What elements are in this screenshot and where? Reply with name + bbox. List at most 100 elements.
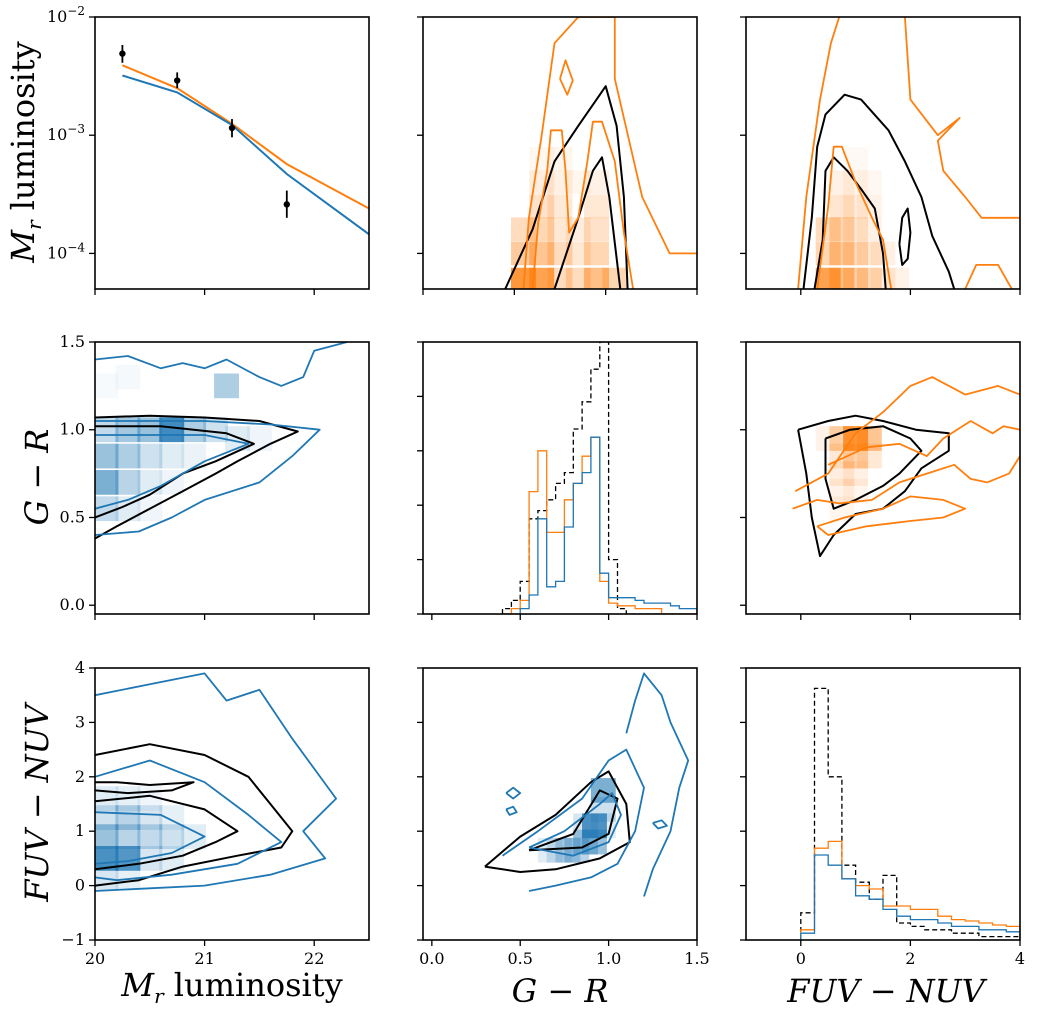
- y-tick-label: 0.5: [60, 507, 85, 526]
- ylabel-mr-main: M: [4, 229, 42, 264]
- panel-gr_vs_fuv: 0.0 0.5 1.0 1.5: [417, 667, 710, 968]
- heatmap-cell: [115, 824, 141, 850]
- contour-black: [528, 789, 619, 852]
- contour-orange: [797, 17, 841, 289]
- y-tick-label: 0: [75, 876, 85, 895]
- panel-lf_vs_fuv: −1 0 1 2 3 4 20 21 22: [61, 658, 370, 968]
- x-tick-label: 0: [796, 949, 806, 968]
- heatmap-cell: [529, 267, 555, 289]
- axes-frame: [745, 16, 1021, 290]
- axes-frame: [422, 341, 698, 615]
- panel-fuv_hist: 0 2 4: [740, 667, 1025, 968]
- plot-area-lf_vs_fuv: [95, 672, 337, 892]
- contour-black: [95, 781, 195, 795]
- heatmap-cell: [829, 241, 855, 266]
- y-tick-label: 10−3: [47, 122, 85, 144]
- heatmap-cell: [214, 373, 239, 399]
- heatmap-cell: [137, 805, 163, 830]
- y-tick-label: 1.5: [60, 332, 85, 351]
- heatmap-cell: [547, 194, 573, 219]
- data-point: [283, 201, 290, 208]
- contour-blue: [95, 811, 206, 865]
- heatmap-cell: [555, 837, 581, 863]
- heatmap-cell: [856, 170, 882, 195]
- x-tick-label: 1.0: [596, 949, 621, 968]
- ylabel-row3: FUV − NUV: [18, 701, 56, 902]
- heatmap-cell: [547, 217, 573, 242]
- axes-frame: [94, 341, 370, 615]
- ylabel-row2: G − R: [18, 429, 56, 526]
- contour-blue: [95, 420, 321, 536]
- heatmap-cell: [246, 426, 272, 451]
- ylabel-fuv-minus-nuv: FUV − NUV: [18, 701, 56, 902]
- series-line-blue: [122, 74, 369, 236]
- heatmap-cell: [181, 443, 207, 469]
- heatmap-cell: [137, 443, 163, 469]
- heatmap-cell: [584, 194, 609, 219]
- ylabel-mr-luminosity: Mr luminosity: [4, 41, 46, 263]
- data-point: [119, 50, 126, 57]
- heatmap-cell: [159, 824, 185, 850]
- contour-black: [898, 207, 912, 266]
- contour-orange: [827, 420, 1020, 466]
- x-tick-label: 22: [304, 949, 324, 968]
- heatmap-cell: [584, 267, 609, 289]
- x-tick-label: 2: [905, 949, 915, 968]
- contour-black: [484, 770, 631, 873]
- contour-blue: [528, 792, 622, 857]
- contour-orange: [816, 495, 967, 536]
- heatmap-cell: [95, 470, 119, 495]
- heatmap-cell: [115, 364, 141, 390]
- contour-orange: [964, 264, 1013, 289]
- heatmap-cell: [584, 241, 609, 266]
- contour-black: [95, 743, 294, 887]
- heatmap-cell: [584, 217, 609, 242]
- plot-area-lf_vs_gr: [94, 342, 348, 540]
- heatmap-cell: [95, 443, 119, 469]
- plot-area-gr_vs_lf: [504, 17, 697, 289]
- heatmap-cell: [159, 805, 185, 830]
- contour-orange: [522, 17, 697, 289]
- x-tick-label: 0.5: [507, 949, 532, 968]
- plot-area-fuv_vs_gr: [792, 376, 1020, 558]
- heatmap-cell: [115, 443, 141, 469]
- heatmap-cell: [565, 241, 591, 266]
- heatmap-cell: [547, 241, 573, 266]
- contour-blue: [652, 819, 668, 830]
- y-tick-label: 3: [75, 712, 85, 731]
- heatmap-cell: [582, 813, 607, 839]
- panel-fuv_vs_lf: [740, 16, 1021, 295]
- heatmap-cell: [94, 374, 119, 399]
- plot-area-fuv_hist: [800, 687, 1020, 940]
- x-tick-label: 4: [1015, 949, 1025, 968]
- heatmap-cell: [856, 241, 882, 266]
- contour-black: [797, 414, 950, 558]
- heatmap-cell: [115, 805, 141, 830]
- heatmap-cell: [829, 217, 855, 242]
- axes-frame: [745, 341, 1021, 615]
- heatmap-cell: [843, 267, 869, 289]
- heatmap-cell: [829, 267, 855, 289]
- axes-frame: [422, 16, 698, 290]
- ylabel-g-minus-r: G − R: [18, 429, 56, 526]
- heatmap-cell: [95, 417, 119, 443]
- heatmap-cell: [856, 194, 882, 219]
- axes-frame: [745, 667, 1021, 941]
- contour-black: [95, 414, 299, 540]
- heatmap-cell: [159, 443, 185, 469]
- heatmap-cell: [95, 824, 119, 850]
- heatmap-cell: [829, 194, 855, 219]
- xlabel-fuv-minus-nuv: FUV − NUV: [786, 972, 987, 1010]
- x-tick-label: 20: [85, 949, 105, 968]
- y-tick-label: 10−2: [47, 4, 85, 26]
- ylabel-mr-rest: luminosity: [4, 41, 42, 220]
- y-tick-label: 1.0: [60, 420, 85, 439]
- heatmap-cell: [829, 478, 855, 504]
- contour-black: [95, 425, 255, 519]
- contour-orange: [904, 17, 1020, 219]
- axes-frame: [422, 667, 698, 941]
- axes-frame: [94, 16, 370, 290]
- panel-gr_hist: [417, 341, 698, 620]
- histogram-orange: [800, 840, 1020, 940]
